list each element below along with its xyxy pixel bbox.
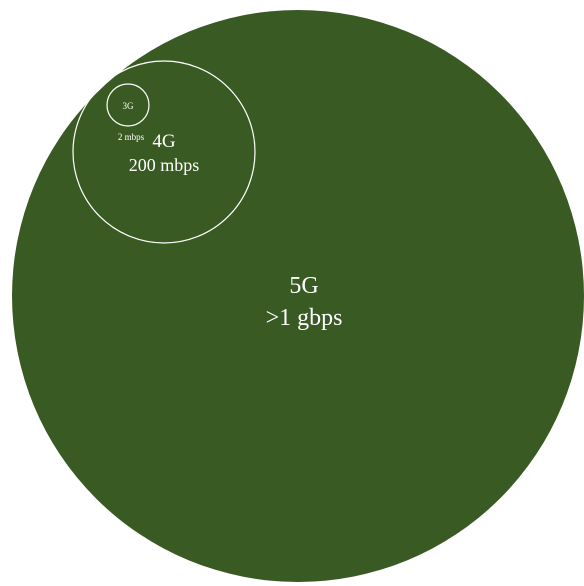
- circle-3g: [106, 83, 150, 127]
- label-5g-speed: >1 gbps: [266, 305, 343, 331]
- circle-4g: [72, 60, 256, 244]
- label-3g-name: 3G: [123, 101, 135, 111]
- label-3g-speed: 2 mbps: [118, 132, 145, 142]
- label-4g-name: 4G: [152, 131, 176, 152]
- label-5g-name: 5G: [289, 273, 318, 299]
- label-4g-speed: 200 mbps: [129, 155, 200, 175]
- circle-5g: [12, 10, 584, 582]
